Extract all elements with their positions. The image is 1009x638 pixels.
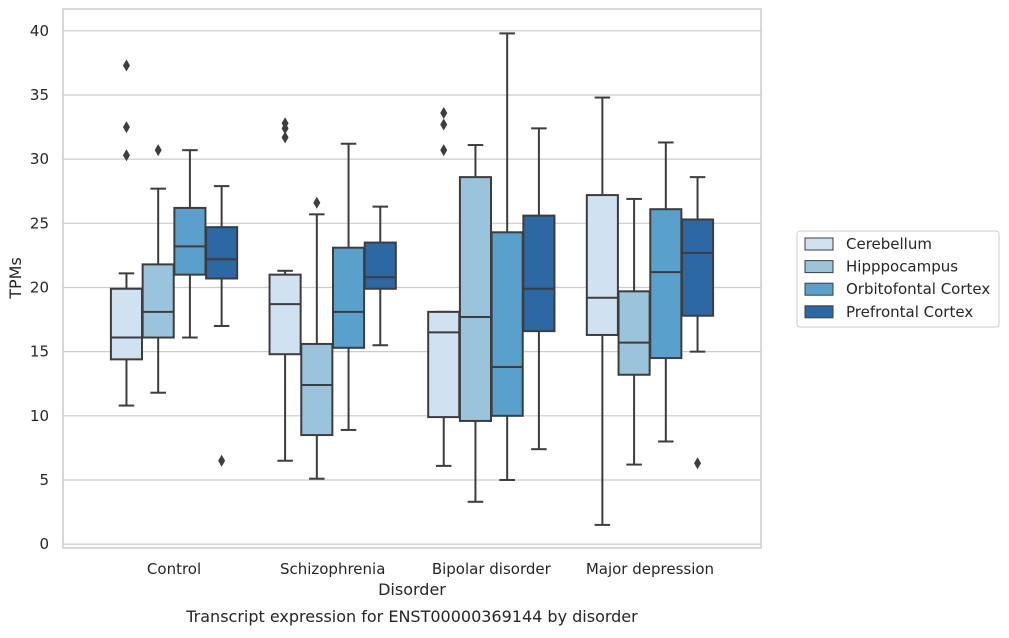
box-iqr: [268, 273, 302, 356]
legend: Cerebellum Hipppocampus Orbitofontal Corte…: [796, 230, 1000, 328]
box-iqr: [331, 246, 366, 349]
legend-label: Prefrontal Cortex: [846, 303, 973, 321]
legend-swatch: [804, 305, 834, 319]
box-prefrontal-cortex: [680, 176, 715, 470]
legend-label: Cerebellum: [846, 235, 932, 253]
outlier-point: [440, 144, 448, 157]
x-tick-label: Major depression: [586, 560, 714, 578]
box-prefrontal-cortex: [205, 185, 239, 467]
box-orbitofontal-cortex: [331, 142, 366, 431]
outlier-point: [218, 454, 226, 467]
y-tick-label: 20: [30, 278, 49, 296]
outlier-point: [440, 106, 448, 119]
x-tick-label: Control: [147, 560, 201, 578]
box-iqr: [173, 206, 207, 276]
outlier-point: [313, 196, 321, 209]
x-axis-label: Disorder: [378, 580, 446, 599]
box-orbitofontal-cortex: [649, 141, 683, 443]
y-axis-label: TPMs: [6, 257, 25, 300]
box-orbitofontal-cortex: [490, 32, 524, 481]
box-hipppocampus: [141, 144, 175, 394]
box-prefrontal-cortex: [363, 205, 397, 347]
x-tick-label: Bipolar disorder: [432, 560, 552, 578]
outlier-point: [440, 118, 448, 131]
y-tick-label: 35: [30, 86, 49, 104]
legend-swatch: [804, 260, 834, 274]
legend-swatch: [804, 282, 834, 296]
box-iqr: [109, 287, 144, 361]
figure-caption: Transcript expression for ENST0000036914…: [185, 607, 638, 626]
outlier-point: [154, 144, 162, 157]
box-hipppocampus: [458, 144, 493, 503]
box-cerebellum: [268, 117, 302, 462]
y-tick-label: 5: [39, 471, 49, 489]
y-tick-label: 0: [39, 535, 49, 553]
plot-frame: [62, 8, 762, 549]
box-iqr: [363, 241, 397, 290]
box-iqr: [427, 310, 461, 419]
legend-label: Orbitofontal Cortex: [846, 280, 990, 298]
outlier-point: [122, 59, 130, 72]
y-tick-label: 25: [30, 214, 49, 232]
box-cerebellum: [585, 96, 619, 526]
box-iqr: [490, 231, 524, 417]
y-tick-label: 30: [30, 150, 49, 168]
legend-swatch: [804, 237, 834, 251]
x-tick-labels: Control Schizophrenia Bipolar disorder Majo…: [147, 560, 714, 578]
box-cerebellum: [427, 106, 461, 467]
plot-background: [63, 9, 761, 548]
box-iqr: [458, 176, 493, 422]
box-cerebellum: [109, 59, 144, 407]
box-hipppocampus: [300, 196, 334, 480]
legend-label: Hipppocampus: [846, 258, 958, 276]
box-prefrontal-cortex: [522, 127, 556, 451]
y-tick-label: 40: [30, 22, 49, 40]
box-hipppocampus: [617, 197, 651, 466]
outlier-point: [694, 457, 702, 470]
legend-frame: [796, 230, 1000, 328]
box-iqr: [649, 208, 683, 360]
y-tick-labels: 0 5 10 15 20 25 30 35 40: [30, 22, 49, 553]
box-iqr: [522, 214, 556, 333]
y-tick-label: 10: [30, 407, 49, 425]
outlier-point: [122, 121, 130, 134]
y-gridlines: [63, 30, 761, 545]
x-tick-label: Schizophrenia: [280, 560, 385, 578]
y-tick-label: 15: [30, 343, 49, 361]
box-iqr: [680, 218, 715, 317]
box-iqr: [300, 342, 334, 437]
outlier-point: [281, 131, 289, 144]
box-iqr: [205, 226, 239, 280]
box-iqr: [585, 194, 619, 336]
outlier-point: [281, 122, 289, 135]
box-iqr: [617, 290, 651, 376]
box-iqr: [141, 263, 175, 339]
outlier-point: [122, 149, 130, 162]
box-series: [109, 32, 715, 526]
